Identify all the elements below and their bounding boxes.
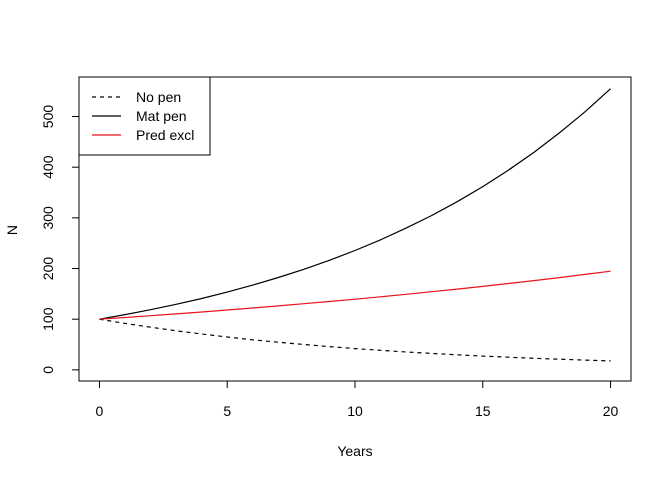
x-tick-label: 5 (223, 403, 231, 419)
legend: No pen Mat pen Pred excl (78, 76, 211, 156)
y-tick-label: 300 (40, 206, 56, 230)
y-axis: 0 100 200 300 400 500 (40, 105, 80, 374)
x-axis-title: Years (337, 443, 372, 459)
y-tick-label: 0 (40, 366, 56, 374)
series-line-mat-pen (99, 88, 612, 320)
x-axis: 0 5 10 15 20 (96, 380, 619, 419)
y-axis-title: N (4, 225, 20, 235)
x-tick-label: 0 (96, 403, 104, 419)
y-tick-label: 200 (40, 257, 56, 281)
x-tick-label: 20 (603, 403, 619, 419)
y-tick-label: 400 (40, 155, 56, 179)
legend-label: Mat pen (136, 108, 187, 124)
x-tick-label: 10 (347, 403, 363, 419)
x-tick-label: 15 (475, 403, 491, 419)
series-line-no-pen (99, 318, 611, 362)
y-tick-label: 500 (40, 105, 56, 129)
y-tick-label: 100 (40, 307, 56, 331)
series-layer (99, 88, 612, 362)
legend-label: No pen (136, 89, 181, 105)
series-line-pred-excl (99, 270, 611, 320)
legend-label: Pred excl (136, 127, 194, 143)
